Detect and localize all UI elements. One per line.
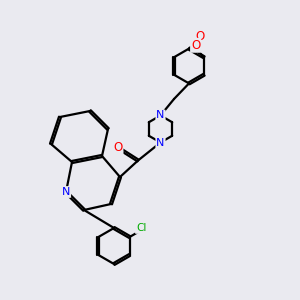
Text: N: N [62, 187, 70, 197]
Text: O: O [191, 39, 200, 52]
Text: Cl: Cl [136, 223, 146, 233]
Text: N: N [156, 137, 165, 148]
Text: O: O [196, 30, 205, 43]
Text: N: N [156, 110, 165, 121]
Text: O: O [113, 140, 122, 154]
